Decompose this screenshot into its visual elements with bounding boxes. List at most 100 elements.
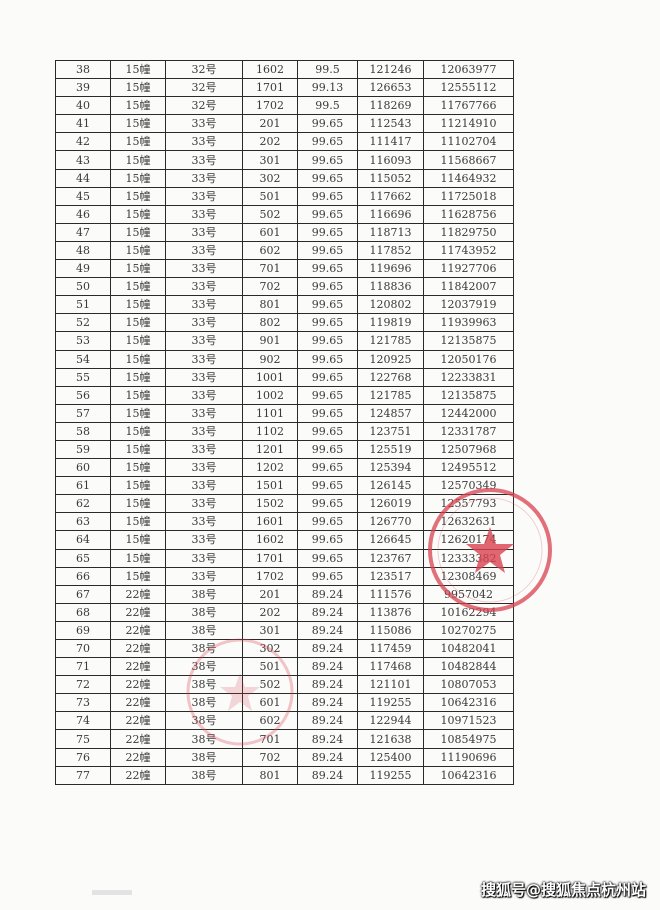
unit-cell: 38号	[165, 675, 243, 695]
room-cell: 1602	[242, 530, 298, 550]
room-cell: 1702	[242, 96, 298, 116]
room-cell: 602	[242, 240, 298, 261]
room-cell: 801	[242, 295, 298, 315]
total-price-cell: 12495512	[423, 458, 514, 478]
row-number-cell: 60	[55, 458, 111, 478]
row-number-cell: 52	[55, 313, 111, 333]
building-cell: 15幢	[110, 458, 166, 478]
unit-cell: 32号	[165, 59, 243, 80]
total-price-cell: 12233831	[423, 367, 514, 387]
unit-price-cell: 119696	[357, 259, 424, 279]
table-row: 63 15幢 33号 1601 99.65 126770 12632631	[55, 512, 514, 532]
table-row: 52 15幢 33号 802 99.65 119819 11939963	[55, 313, 514, 333]
area-cell: 99.65	[297, 476, 358, 496]
row-number-cell: 76	[55, 747, 111, 767]
unit-price-cell: 117459	[357, 638, 424, 659]
building-cell: 15幢	[110, 240, 166, 261]
unit-cell: 33号	[165, 277, 243, 297]
area-cell: 99.65	[297, 331, 358, 351]
unit-price-cell: 118836	[357, 277, 424, 297]
total-price-cell: 12442000	[423, 403, 514, 423]
total-price-cell: 10807053	[423, 675, 514, 695]
unit-price-cell: 117662	[357, 186, 424, 206]
building-cell: 22幢	[110, 765, 166, 785]
area-cell: 89.24	[297, 747, 358, 767]
unit-cell: 33号	[165, 132, 243, 152]
total-price-cell: 9957042	[423, 584, 514, 604]
unit-cell: 33号	[165, 186, 243, 206]
building-cell: 22幢	[110, 729, 166, 749]
room-cell: 1601	[242, 512, 298, 532]
total-price-cell: 12063977	[423, 59, 514, 80]
unit-cell: 33号	[165, 512, 243, 532]
row-number-cell: 74	[55, 711, 111, 731]
room-cell: 301	[242, 620, 298, 641]
row-number-cell: 72	[55, 675, 111, 695]
building-cell: 15幢	[110, 331, 166, 351]
building-cell: 22幢	[110, 675, 166, 695]
table-row: 53 15幢 33号 901 99.65 121785 12135875	[55, 331, 514, 351]
unit-price-cell: 115086	[357, 620, 424, 641]
unit-price-cell: 112543	[357, 114, 424, 134]
table-row: 46 15幢 33号 502 99.65 116696 11628756	[55, 204, 514, 224]
row-number-cell: 56	[55, 385, 111, 405]
table-row: 71 22幢 38号 501 89.24 117468 10482844	[55, 657, 514, 677]
building-cell: 15幢	[110, 78, 166, 98]
total-price-cell: 10642316	[423, 765, 514, 785]
room-cell: 1602	[242, 59, 298, 80]
unit-price-cell: 126019	[357, 494, 424, 514]
unit-price-cell: 126770	[357, 512, 424, 532]
table-row: 66 15幢 33号 1702 99.65 123517 12308469	[55, 566, 514, 586]
table-row: 57 15幢 33号 1101 99.65 124857 12442000	[55, 403, 514, 423]
unit-cell: 38号	[165, 693, 243, 713]
unit-cell: 38号	[165, 584, 243, 604]
room-cell: 201	[242, 114, 298, 134]
row-number-cell: 46	[55, 204, 111, 224]
unit-price-cell: 123751	[357, 421, 424, 441]
row-number-cell: 75	[55, 729, 111, 749]
table-row: 48 15幢 33号 602 99.65 117852 11743952	[55, 240, 514, 261]
total-price-cell: 12037919	[423, 295, 514, 315]
building-cell: 15幢	[110, 439, 166, 460]
table-row: 64 15幢 33号 1602 99.65 126645 12620174	[55, 530, 514, 550]
building-cell: 15幢	[110, 385, 166, 405]
unit-cell: 33号	[165, 222, 243, 242]
unit-price-cell: 118713	[357, 222, 424, 242]
row-number-cell: 66	[55, 566, 111, 586]
total-price-cell: 11939963	[423, 313, 514, 333]
room-cell: 1101	[242, 403, 298, 423]
total-price-cell: 12050176	[423, 349, 514, 369]
area-cell: 99.65	[297, 186, 358, 206]
building-cell: 22幢	[110, 602, 166, 622]
unit-cell: 33号	[165, 385, 243, 405]
building-cell: 15幢	[110, 512, 166, 532]
row-number-cell: 55	[55, 367, 111, 387]
unit-price-cell: 111417	[357, 132, 424, 152]
unit-cell: 33号	[165, 295, 243, 315]
area-cell: 99.65	[297, 222, 358, 242]
unit-price-cell: 121785	[357, 385, 424, 405]
unit-price-table: 38 15幢 32号 1602 99.5 121246 12063977 39 15幢 32号 17…	[55, 59, 514, 785]
room-cell: 702	[242, 747, 298, 767]
total-price-cell: 12333382	[423, 548, 514, 568]
row-number-cell: 39	[55, 78, 111, 98]
total-price-cell: 12555112	[423, 78, 514, 98]
unit-cell: 33号	[165, 439, 243, 460]
room-cell: 1202	[242, 458, 298, 478]
table-row: 56 15幢 33号 1002 99.65 121785 12135875	[55, 385, 514, 405]
row-number-cell: 68	[55, 602, 111, 622]
table-row: 49 15幢 33号 701 99.65 119696 11927706	[55, 259, 514, 279]
row-number-cell: 43	[55, 150, 111, 170]
room-cell: 901	[242, 331, 298, 351]
unit-cell: 33号	[165, 476, 243, 496]
table-row: 69 22幢 38号 301 89.24 115086 10270275	[55, 620, 514, 641]
unit-cell: 33号	[165, 566, 243, 586]
unit-cell: 38号	[165, 602, 243, 622]
building-cell: 22幢	[110, 657, 166, 677]
area-cell: 99.65	[297, 439, 358, 460]
room-cell: 302	[242, 638, 298, 659]
total-price-cell: 11214910	[423, 114, 514, 134]
unit-cell: 33号	[165, 367, 243, 387]
unit-price-cell: 115052	[357, 168, 424, 188]
total-price-cell: 12308469	[423, 566, 514, 586]
